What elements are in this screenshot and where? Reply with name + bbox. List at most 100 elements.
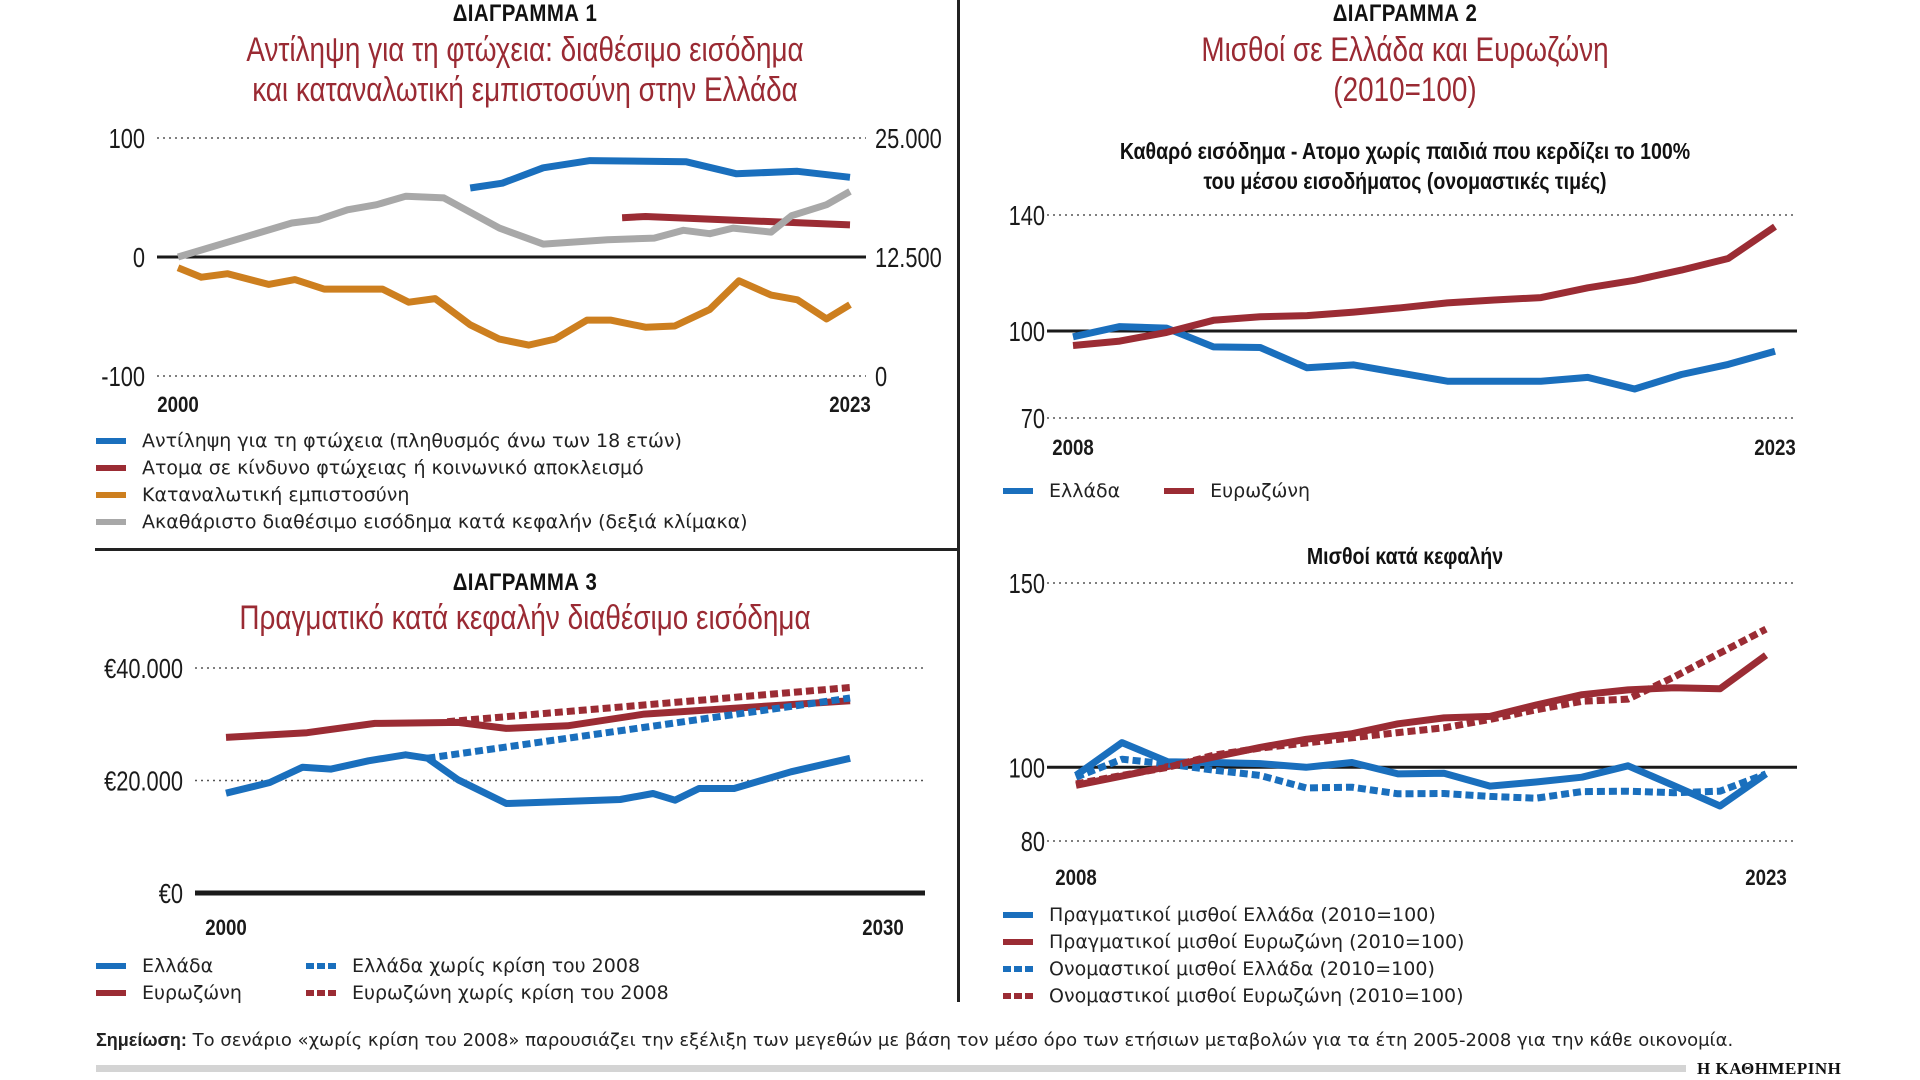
chart2-title-line1: Μισθοί σε Ελλάδα και Ευρωζώνη: [1201, 31, 1609, 69]
chart2_top-y-tick-label: 140: [1009, 200, 1045, 231]
chart3-series-line: [225, 751, 851, 807]
chart2_bottom-series-line: [1075, 625, 1768, 788]
footer-rule: [96, 1065, 1686, 1072]
chart3-series-line: [225, 697, 851, 741]
legend-swatch: [306, 962, 336, 969]
legend-label: Ατομα σε κίνδυνο φτώχειας ή κοινωνικό απ…: [142, 456, 644, 479]
chart1-y2-tick-label: 0: [875, 361, 887, 392]
legend-label: Αντίληψη για τη φτώχεια (πληθυσμός άνω τ…: [142, 429, 682, 452]
chart1-y-tick-label: -100: [101, 361, 145, 392]
legend-swatch: [96, 989, 126, 996]
chart2-bottom-legend-item: Πραγματικοί μισθοί Ευρωζώνη (2010=100): [1003, 928, 1464, 955]
chart1-y2-tick-label: 12.500: [875, 242, 942, 273]
chart2_bottom-series-line: [1073, 739, 1769, 810]
chart1-title-line1: Αντίληψη για τη φτώχεια: διαθέσιμο εισόδ…: [246, 31, 804, 69]
chart2-kicker: ΔΙΑΓΡΑΜΜΑ 2: [1332, 0, 1478, 27]
legend-swatch: [1003, 911, 1033, 918]
footnote: Σημείωση: Το σενάριο «χωρίς κρίση του 20…: [96, 1030, 1733, 1051]
legend-swatch: [96, 464, 126, 471]
legend-swatch: [96, 518, 126, 525]
chart3-legend-item: Ελλάδα: [96, 952, 306, 979]
chart2_bottom-series-line: [1075, 652, 1769, 789]
chart1-x-tick-label: 2000: [157, 394, 199, 418]
chart1-title-line2: και καταναλωτική εμπιστοσύνη στην Ελλάδα: [252, 71, 798, 109]
chart3-x-tick-label: 2030: [862, 917, 904, 941]
chart3-y-tick-label: €20.000: [104, 766, 183, 797]
legend-swatch: [96, 491, 126, 498]
chart3-legend: Ελλάδα Ελλάδα χωρίς κρίση του 2008 Ευρωζ…: [96, 952, 716, 1006]
chart2_top-series-line: [1072, 223, 1777, 349]
legend-label: Ελλάδα: [142, 954, 214, 977]
chart1-legend-item: Ατομα σε κίνδυνο φτώχειας ή κοινωνικό απ…: [96, 454, 748, 481]
chart3-legend-item: Ευρωζώνη: [96, 979, 306, 1006]
legend-label: Ονομαστικοί μισθοί Ελλάδα (2010=100): [1049, 957, 1435, 980]
chart2_bottom-y-tick-label: 150: [1009, 568, 1045, 599]
chart2_top-y-tick-label: 70: [1021, 403, 1045, 434]
legend-label: Πραγματικοί μισθοί Ελλάδα (2010=100): [1049, 903, 1436, 926]
chart2-bottom-subtitle: Μισθοί κατά κεφαλήν: [1306, 543, 1504, 569]
chart3-legend-item: Ελλάδα χωρίς κρίση του 2008: [306, 952, 706, 979]
chart3-series-line: [446, 684, 851, 726]
chart2-bottom-legend-item: Ονομαστικοί μισθοί Ελλάδα (2010=100): [1003, 955, 1464, 982]
chart1-legend-item: Ακαθάριστο διαθέσιμο εισόδημα κατά κεφαλ…: [96, 508, 748, 535]
legend-label: Ελλάδα: [1049, 479, 1121, 502]
chart2_top-x-tick-label: 2023: [1754, 437, 1796, 461]
chart2_bottom-y-tick-label: 80: [1021, 826, 1045, 857]
legend-swatch: [1003, 938, 1033, 945]
chart2-top-subtitle-line1: Καθαρό εισόδημα - Ατομο χωρίς παιδιά που…: [1119, 138, 1691, 164]
chart1-kicker: ΔΙΑΓΡΑΜΜΑ 1: [452, 0, 598, 27]
chart1-x-tick-label: 2023: [829, 394, 871, 418]
chart1-y2-tick-label: 25.000: [875, 123, 942, 154]
chart3-legend-item: Ευρωζώνη χωρίς κρίση του 2008: [306, 979, 706, 1006]
footnote-text: Το σενάριο «χωρίς κρίση του 2008» παρουσ…: [192, 1030, 1734, 1051]
chart1-legend: Αντίληψη για τη φτώχεια (πληθυσμός άνω τ…: [96, 427, 748, 535]
chart2_bottom-series-line: [1074, 755, 1768, 802]
chart3-series-line: [427, 694, 851, 762]
chart2_top-x-tick-label: 2008: [1052, 437, 1094, 461]
legend-label: Ευρωζώνη: [142, 981, 242, 1004]
legend-swatch: [1003, 487, 1033, 494]
vertical-divider: [957, 0, 960, 1002]
chart1-legend-item: Καταναλωτική εμπιστοσύνη: [96, 481, 748, 508]
chart2_top-y-tick-label: 100: [1009, 316, 1045, 347]
legend-label: Ονομαστικοί μισθοί Ευρωζώνη (2010=100): [1049, 984, 1464, 1007]
chart1-series-line: [621, 213, 851, 229]
legend-swatch: [1003, 992, 1033, 999]
chart1-legend-item: Αντίληψη για τη φτώχεια (πληθυσμός άνω τ…: [96, 427, 748, 454]
chart1-y-tick-label: 0: [133, 242, 145, 273]
legend-label: Καταναλωτική εμπιστοσύνη: [142, 483, 410, 506]
chart2_top-series-line: [1072, 323, 1776, 393]
chart2-top-legend-item: Ελλάδα: [1003, 477, 1120, 504]
legend-swatch: [306, 989, 336, 996]
chart1-y-tick-label: 100: [109, 123, 145, 154]
chart2-top-legend-item: Ευρωζώνη: [1164, 477, 1310, 504]
horizontal-divider: [95, 548, 959, 551]
chart2_bottom-x-tick-label: 2023: [1745, 867, 1787, 891]
chart2_bottom-y-tick-label: 100: [1009, 753, 1045, 784]
chart2-title-line2: (2010=100): [1333, 71, 1477, 109]
chart3-title: Πραγματικό κατά κεφαλήν διαθέσιμο εισόδη…: [239, 599, 811, 637]
legend-label: Ευρωζώνη: [1210, 479, 1311, 502]
chart2-bottom-legend-item: Ονομαστικοί μισθοί Ευρωζώνη (2010=100): [1003, 982, 1464, 1009]
chart2_bottom-x-tick-label: 2008: [1055, 867, 1097, 891]
legend-label: Ευρωζώνη χωρίς κρίση του 2008: [352, 981, 669, 1004]
legend-label: Ελλάδα χωρίς κρίση του 2008: [352, 954, 641, 977]
footnote-label: Σημείωση:: [96, 1030, 187, 1050]
legend-label: Ακαθάριστο διαθέσιμο εισόδημα κατά κεφαλ…: [142, 510, 748, 533]
brand-logo: Η ΚΑΘΗΜΕΡΙΝΗ: [1697, 1059, 1842, 1078]
chart3-y-tick-label: €40.000: [104, 653, 183, 684]
chart2-top-legend: Ελλάδα Ευρωζώνη: [1003, 477, 1310, 504]
chart1-series-line: [176, 188, 852, 261]
legend-swatch: [1003, 965, 1033, 972]
legend-swatch: [96, 437, 126, 444]
chart1-series-line: [176, 264, 852, 349]
chart2-header: ΔΙΑΓΡΑΜΜΑ 2 Μισθοί σε Ελλάδα και Ευρωζών…: [965, 0, 1845, 196]
chart3-y-tick-label: €0: [159, 878, 183, 909]
chart2-top-subtitle-line2: του μέσου εισοδήματος (ονομαστικές τιμές…: [1203, 168, 1607, 194]
chart3-header: ΔΙΑΓΡΑΜΜΑ 3 Πραγματικό κατά κεφαλήν διαθ…: [95, 568, 955, 638]
legend-swatch: [96, 962, 126, 969]
legend-label: Πραγματικοί μισθοί Ευρωζώνη (2010=100): [1049, 930, 1465, 953]
chart3-kicker: ΔΙΑΓΡΑΜΜΑ 3: [452, 569, 598, 596]
chart1-header: ΔΙΑΓΡΑΜΜΑ 1 Αντίληψη για τη φτώχεια: δια…: [95, 0, 955, 110]
legend-swatch: [1164, 487, 1195, 494]
